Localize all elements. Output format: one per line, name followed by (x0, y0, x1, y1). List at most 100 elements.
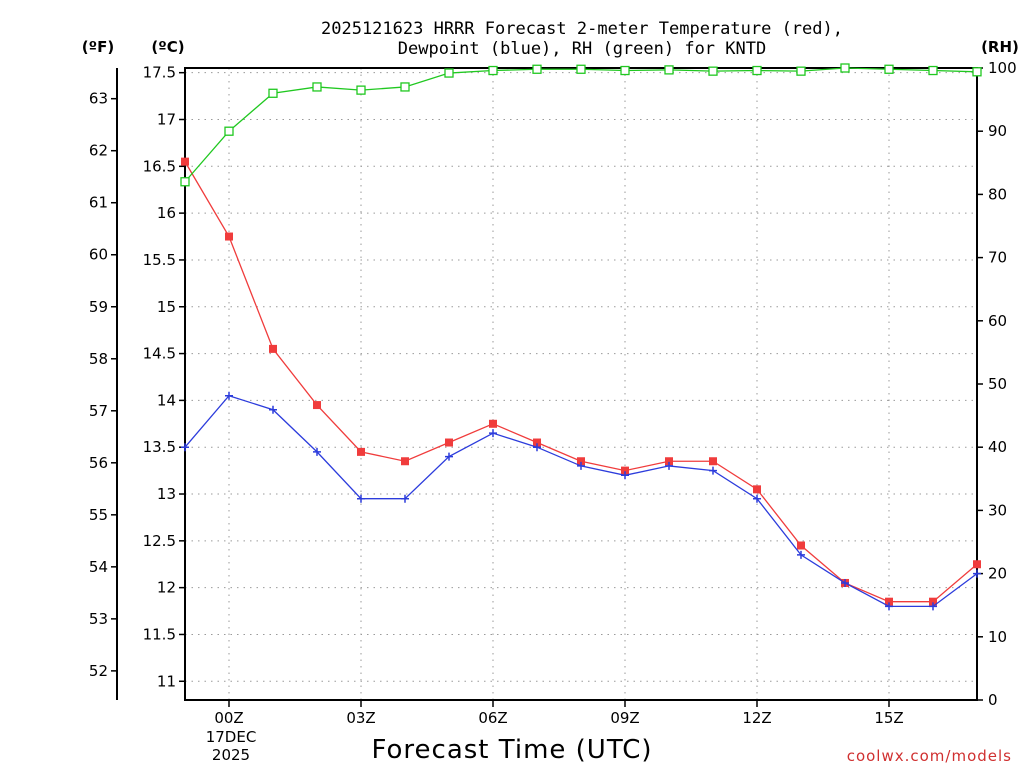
dewpoint-point (269, 405, 277, 414)
fahrenheit-tick-label: 63 (89, 90, 108, 108)
rh-tick-label: 20 (988, 565, 1007, 583)
chart-title-line-1: 2025121623 HRRR Forecast 2-meter Tempera… (321, 19, 843, 39)
rh-tick-label: 80 (988, 185, 1007, 203)
celsius-tick-label: 11 (157, 672, 176, 690)
temperature-point (973, 560, 981, 569)
celsius-tick-label: 16 (157, 204, 176, 222)
celsius-tick-label: 17.5 (143, 64, 176, 82)
temperature-point (489, 419, 497, 428)
dewpoint-point (577, 461, 585, 470)
series-line-temperature (184, 161, 978, 603)
x-axis-title: Forecast Time (UTC) (371, 735, 652, 765)
x-tick-label: 06Z (478, 709, 507, 727)
rh-point (620, 65, 630, 76)
rh-point (532, 64, 542, 74)
rh-point (488, 65, 498, 76)
celsius-axis-unit: (ºC) (151, 38, 184, 56)
rh-axis-unit: (RH) (981, 38, 1019, 56)
rh-tick-label: 10 (988, 628, 1007, 646)
fahrenheit-tick-label: 62 (89, 142, 108, 160)
rh-point (972, 67, 982, 77)
temperature-point (313, 401, 321, 410)
dewpoint-point (929, 602, 937, 611)
rh-point (884, 64, 894, 74)
fahrenheit-tick-label: 61 (89, 194, 108, 212)
rh-point (356, 85, 366, 95)
rh-point (708, 66, 718, 76)
dewpoint-point (841, 578, 849, 587)
dewpoint-point (797, 550, 805, 559)
x-tick-label: 03Z (346, 709, 375, 727)
rh-point (400, 82, 410, 92)
date-label-day: 17DEC (206, 728, 257, 746)
temperature-point (181, 157, 189, 166)
celsius-tick-label: 14 (157, 391, 176, 409)
series-line-rh (184, 67, 978, 183)
celsius-tick-label: 17 (157, 110, 176, 128)
celsius-tick-label: 16.5 (143, 157, 176, 175)
fahrenheit-tick-label: 57 (89, 402, 108, 420)
temperature-point (533, 438, 541, 447)
rh-point (752, 65, 762, 76)
temperature-point (797, 541, 805, 550)
temperature-point (357, 447, 365, 456)
fahrenheit-tick-label: 55 (89, 506, 108, 524)
chart-title-line-2: Dewpoint (blue), RH (green) for KNTD (398, 39, 766, 59)
fahrenheit-tick-label: 58 (89, 350, 108, 368)
temperature-point (709, 457, 717, 466)
rh-point (928, 65, 938, 76)
dewpoint-point (181, 443, 189, 452)
celsius-tick-label: 15.5 (143, 251, 176, 269)
plot-frame (184, 67, 978, 701)
rh-point (444, 68, 454, 78)
dewpoint-point (489, 429, 497, 438)
temperature-point (401, 457, 409, 466)
fahrenheit-tick-label: 56 (89, 454, 108, 472)
dewpoint-point (445, 452, 453, 461)
celsius-tick-label: 12 (157, 579, 176, 597)
rh-tick-label: 70 (988, 249, 1007, 267)
x-tick-label: 12Z (742, 709, 771, 727)
rh-point (312, 82, 322, 92)
temperature-point (269, 344, 277, 353)
rh-tick-label: 30 (988, 501, 1007, 519)
dewpoint-point (225, 391, 233, 400)
rh-point (840, 63, 850, 73)
celsius-tick-label: 13.5 (143, 438, 176, 456)
temperature-point (885, 597, 893, 606)
dewpoint-point (709, 466, 717, 475)
dewpoint-point (753, 494, 761, 503)
temperature-point (445, 438, 453, 447)
rh-tick-label: 50 (988, 375, 1007, 393)
temperature-point (621, 466, 629, 475)
x-tick-label: 09Z (610, 709, 639, 727)
credit-label: coolwx.com/models (847, 747, 1012, 765)
temperature-point (753, 485, 761, 494)
celsius-tick-label: 15 (157, 298, 176, 316)
rh-point (224, 126, 234, 136)
fahrenheit-tick-label: 54 (89, 558, 108, 576)
series-line-dewpoint (184, 394, 978, 608)
temperature-point (929, 597, 937, 606)
rh-tick-label: 60 (988, 312, 1007, 330)
celsius-tick-label: 12.5 (143, 532, 176, 550)
dewpoint-point (401, 494, 409, 503)
rh-point (576, 64, 586, 74)
dewpoint-point (973, 569, 981, 578)
series-layer (180, 63, 982, 611)
grid (185, 68, 977, 700)
fahrenheit-tick-label: 52 (89, 662, 108, 680)
rh-point (664, 65, 674, 75)
fahrenheit-tick-label: 60 (89, 246, 108, 264)
axes: 11 11.5 12 12.5 13 13.5 14 14.5 15 15.5 16 16.5 17 17… (89, 59, 1017, 727)
temperature-point (665, 457, 673, 466)
rh-point (796, 66, 806, 76)
celsius-tick-label: 13 (157, 485, 176, 503)
fahrenheit-tick-label: 59 (89, 298, 108, 316)
dewpoint-point (885, 602, 893, 611)
dewpoint-point (665, 461, 673, 470)
rh-tick-label: 100 (988, 59, 1017, 77)
celsius-tick-label: 11.5 (143, 625, 176, 643)
dewpoint-point (621, 471, 629, 480)
